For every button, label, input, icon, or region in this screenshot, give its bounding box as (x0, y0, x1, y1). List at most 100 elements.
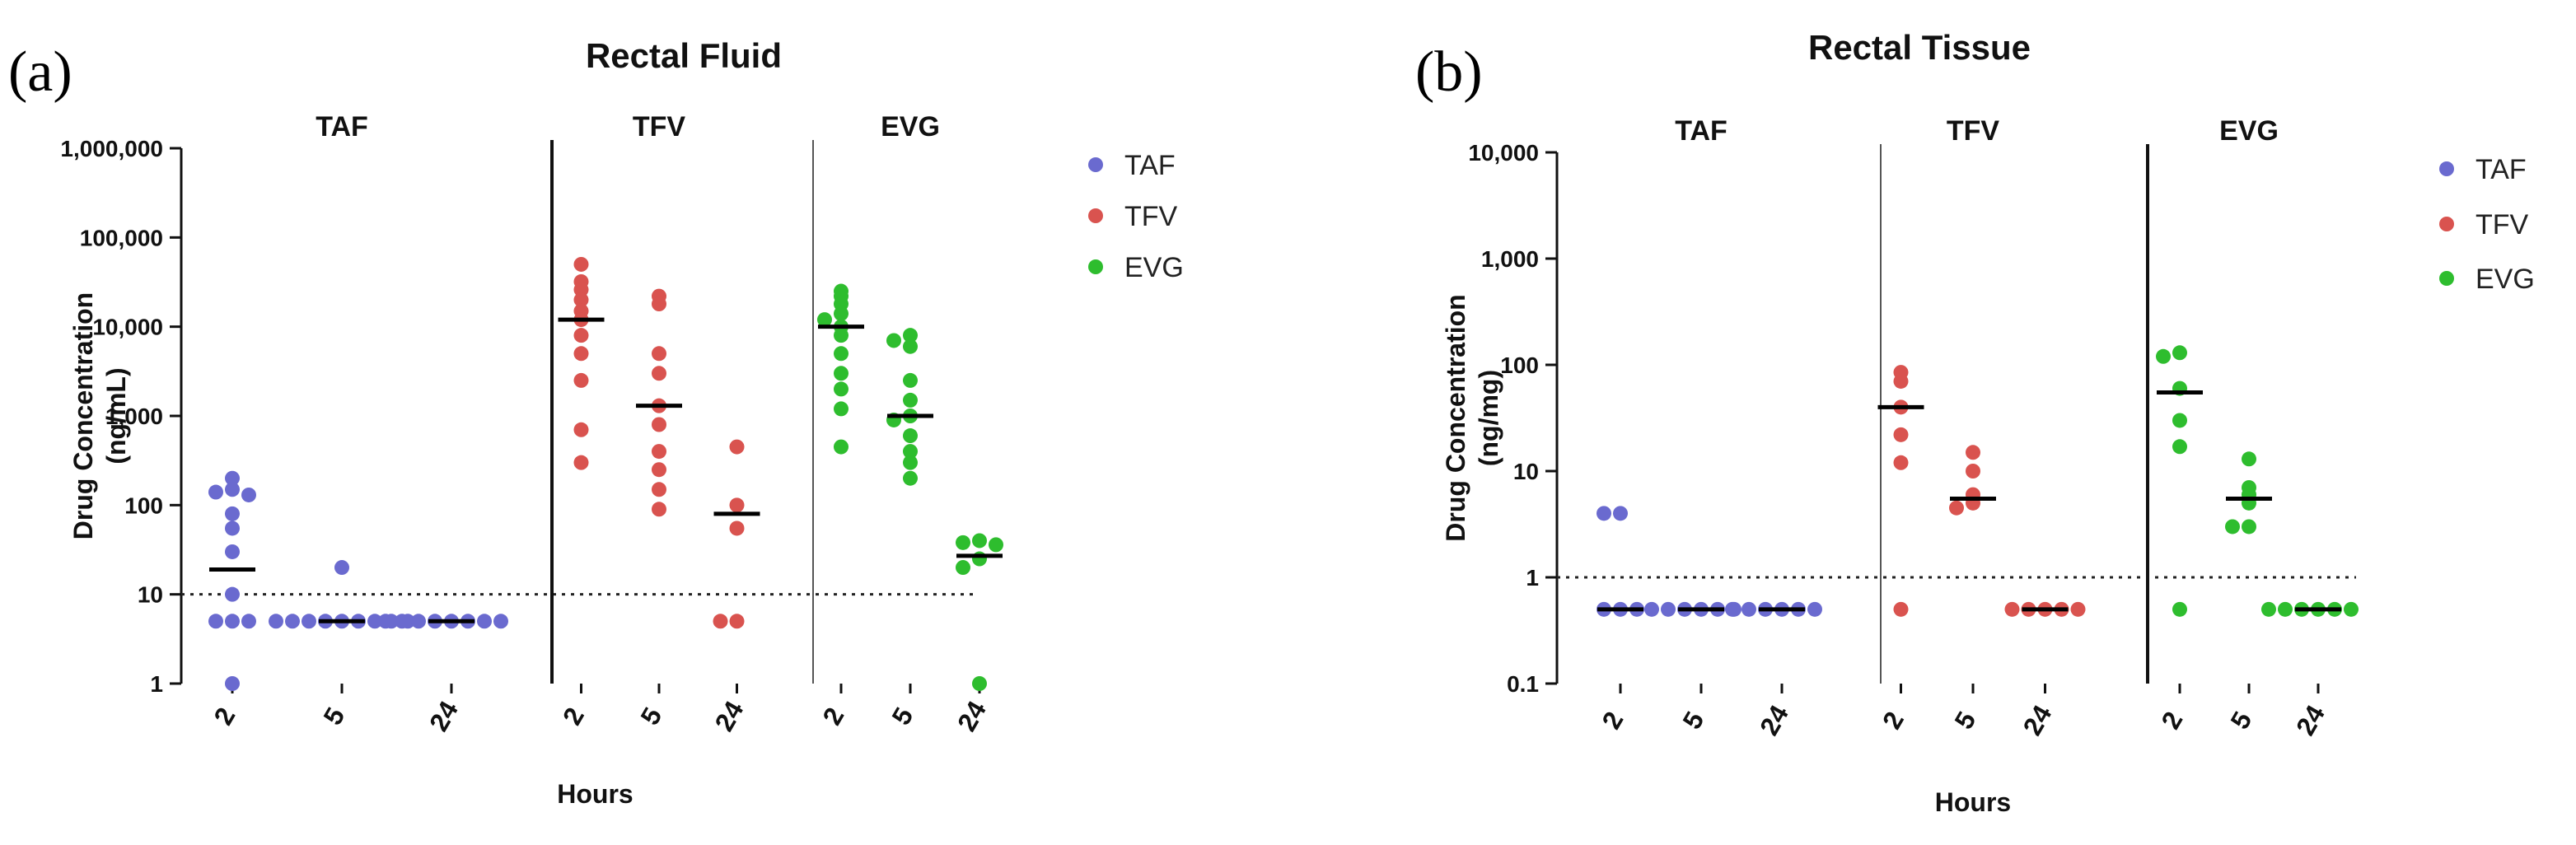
data-point-taf (1644, 601, 1659, 617)
y-tick-label: 100 (124, 493, 163, 518)
data-point-taf (395, 614, 409, 629)
data-point-evg (972, 676, 987, 691)
data-point-tfv (729, 614, 745, 629)
data-point-tfv (1893, 427, 1909, 442)
data-point-evg (903, 470, 918, 486)
data-point-taf (241, 614, 256, 629)
legend-label-evg: EVG (2475, 264, 2535, 295)
data-point-tfv (1949, 500, 1964, 516)
data-point-taf (367, 614, 382, 629)
data-point-tfv (2070, 601, 2086, 617)
panel-letter: (a) (8, 40, 72, 104)
y-tick-label: 0.1 (1507, 671, 1539, 697)
group-label-tfv: TFV (1947, 115, 2000, 147)
data-point-taf (378, 614, 393, 629)
legend: TAF TFV EVG (2439, 154, 2535, 295)
x-tick-label: 24 (2017, 700, 2057, 740)
data-point-evg (956, 560, 970, 576)
data-point-tfv (573, 292, 589, 308)
data-point-taf (225, 586, 240, 602)
x-tick-label: 24 (1754, 700, 1794, 740)
data-point-taf (225, 521, 240, 536)
data-point-taf (285, 614, 300, 629)
data-point-taf (1661, 601, 1676, 617)
data-point-evg (2172, 439, 2187, 455)
legend-marker-taf (2439, 161, 2454, 176)
legend-label-taf: TAF (1124, 150, 1176, 181)
data-point-evg (834, 381, 849, 397)
y-tick-label: 100 (1500, 352, 1539, 378)
data-point-evg (2172, 413, 2187, 428)
data-point-tfv (652, 346, 666, 362)
group-label-evg: EVG (881, 111, 940, 142)
x-tick-label: 24 (2290, 700, 2331, 740)
x-tick-label: 5 (2224, 707, 2257, 734)
data-point-taf (225, 614, 240, 629)
x-tick-label: 5 (634, 703, 667, 730)
x-tick-label: 5 (1948, 707, 1981, 734)
x-tick-label: 24 (423, 696, 464, 736)
data-point-tfv (573, 422, 589, 437)
x-tick-label: 2 (557, 703, 590, 730)
chart-title: Rectal Fluid (586, 36, 782, 75)
group-label-taf: TAF (316, 111, 368, 142)
x-tick-label: 5 (317, 703, 350, 730)
data-point-evg (2344, 601, 2359, 617)
data-point-tfv (652, 417, 666, 432)
y-tick-label: 10,000 (1468, 140, 1539, 166)
y-tick-label: 1,000,000 (60, 136, 163, 161)
data-point-evg (834, 328, 849, 343)
group-label-taf: TAF (1675, 115, 1727, 147)
data-point-tfv (1966, 464, 1980, 479)
data-point-taf (225, 544, 240, 559)
data-point-evg (903, 455, 918, 470)
data-point-taf (493, 614, 508, 629)
data-point-evg (2225, 519, 2240, 535)
data-point-taf (269, 614, 283, 629)
data-point-tfv (573, 455, 589, 470)
chart-panel-b: (b) Rectal Tissue 0.1 1 10 100 1,000 10,000 Drug… (1415, 28, 2535, 817)
data-point-evg (886, 333, 901, 348)
data-point-taf (225, 676, 240, 691)
data-point-evg (2261, 601, 2276, 617)
legend-marker-taf (1088, 157, 1103, 172)
data-point-evg (903, 328, 918, 343)
y-tick-label: 1 (150, 671, 163, 697)
data-point-tfv (1893, 455, 1909, 470)
y-axis-title: Drug Concentration (68, 292, 98, 539)
data-point-taf (1807, 601, 1822, 617)
x-axis-title: Hours (1935, 787, 2011, 817)
x-axis-title: Hours (557, 779, 633, 809)
data-point-evg (2156, 348, 2171, 364)
data-point-evg (903, 372, 918, 388)
x-tick-label: 2 (2155, 707, 2188, 734)
data-point-taf (1741, 601, 1756, 617)
y-axis-title: Drug Concentration (1441, 294, 1470, 541)
data-point-tfv (652, 462, 666, 478)
data-point-taf (1725, 601, 1740, 617)
data-point-evg (2242, 451, 2256, 467)
data-point-taf (241, 487, 256, 502)
y-tick-label: 1,000 (1481, 246, 1539, 272)
data-point-tfv (652, 482, 666, 497)
legend-marker-tfv (2439, 217, 2454, 231)
data-point-taf (225, 470, 240, 486)
data-point-evg (817, 312, 832, 328)
chart-title: Rectal Tissue (1808, 28, 2031, 67)
data-point-taf (477, 614, 492, 629)
data-point-evg (989, 537, 1003, 553)
data-point-tfv (573, 372, 589, 388)
group-label-tfv: TFV (633, 111, 686, 142)
data-point-evg (903, 428, 918, 444)
data-point-tfv (1893, 601, 1909, 617)
data-point-taf (302, 614, 316, 629)
data-point-tfv (729, 439, 745, 455)
y-tick-label: 1,000 (105, 404, 163, 429)
panel-letter: (b) (1415, 40, 1483, 104)
y-tick-label: 10,000 (92, 315, 163, 340)
x-tick-label: 24 (708, 696, 749, 736)
data-point-evg (2172, 345, 2187, 361)
data-point-taf (208, 484, 223, 500)
data-point-evg (903, 392, 918, 408)
